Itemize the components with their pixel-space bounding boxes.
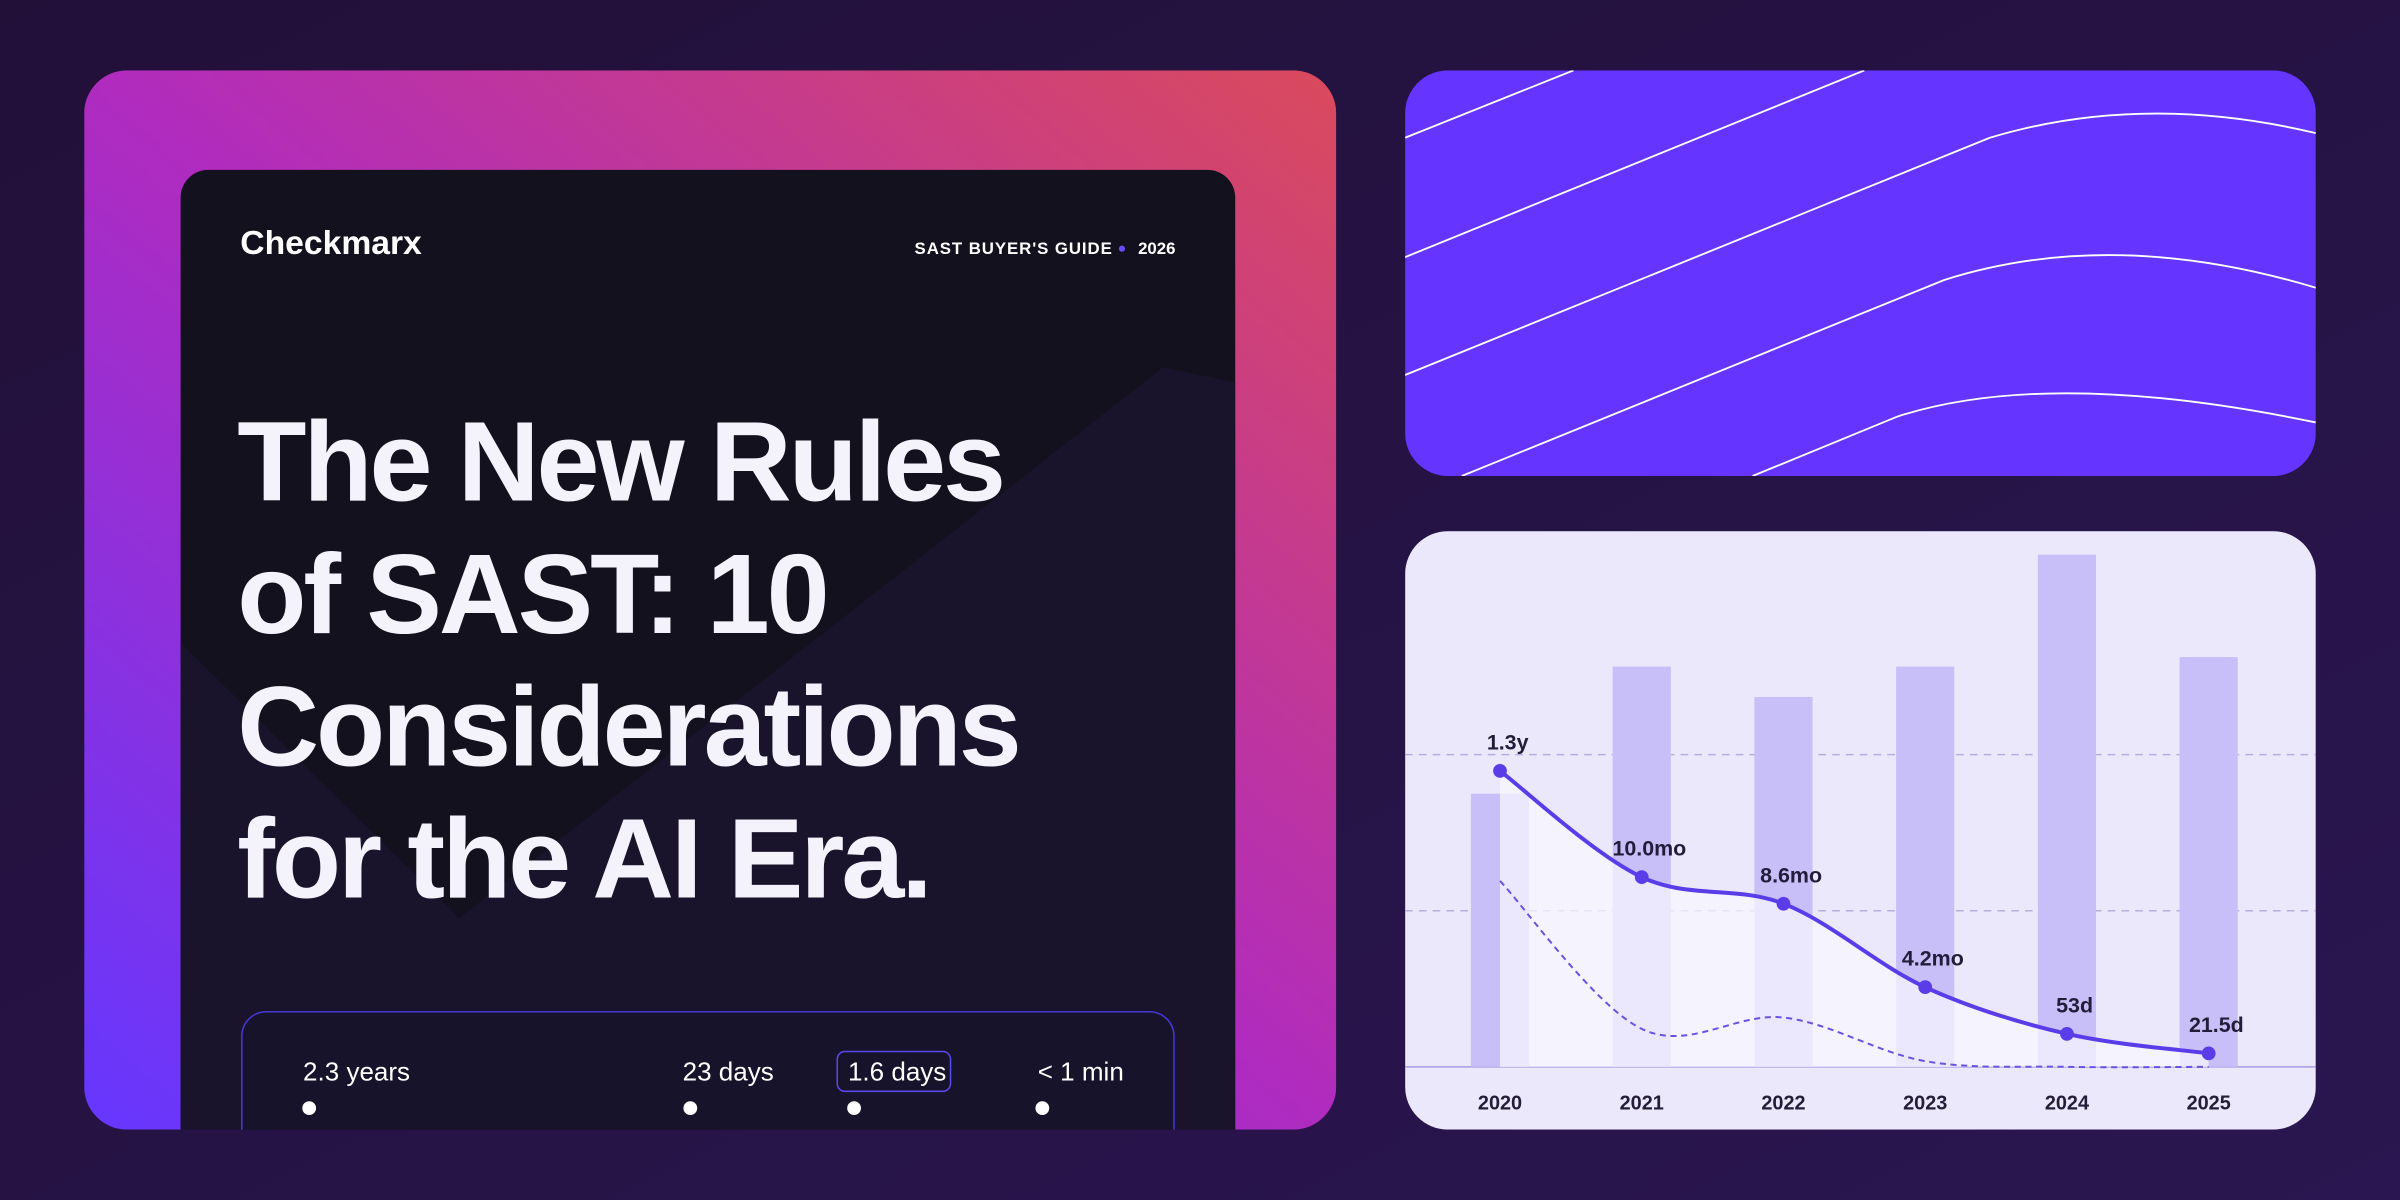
wave-lines [1405, 70, 2316, 477]
separator-dot [1118, 245, 1125, 252]
headline-line: of SAST: 10 [237, 531, 826, 658]
headline-line: Considerations [237, 663, 1018, 790]
guide-label: SAST BUYER'S GUIDE [915, 239, 1113, 258]
pattern-panel [1405, 70, 2316, 477]
x-tick-label: 2021 [1620, 1093, 1664, 1115]
cover-card: Checkmarx SAST BUYER'S GUIDE 2026 The Ne… [84, 70, 1337, 1130]
x-tick-label: 2020 [1478, 1093, 1522, 1115]
timeline-box [241, 1010, 1175, 1130]
chart: 1.3y 10.0mo 8.6mo 4.2mo 53d 21.5d 2020 2021 2022… [1405, 554, 2316, 1115]
line-point [1493, 764, 1507, 778]
data-label: 8.6mo [1760, 863, 1822, 887]
timeline-dot [847, 1101, 861, 1116]
wave [1405, 112, 2316, 376]
line-point [2060, 1026, 2074, 1041]
x-tick-label: 2024 [2045, 1093, 2089, 1115]
x-tick-label: 2022 [1761, 1093, 1805, 1115]
data-label: 53d [2056, 993, 2093, 1017]
line-point [1918, 980, 1933, 995]
timeline-label: 1.6 days [848, 1057, 946, 1087]
data-label: 4.2mo [1902, 947, 1964, 971]
timeline-label: < 1 min [1038, 1057, 1124, 1087]
line-point [1776, 896, 1791, 911]
timeline: 2.3 years 23 days 1.6 days < 1 min [302, 1057, 1124, 1116]
data-label: 1.3y [1487, 730, 1529, 754]
timeline-label: 2.3 years [303, 1057, 410, 1087]
guide-year: 2026 [1138, 239, 1175, 258]
headline-line: for the AI Era. [237, 796, 929, 923]
x-tick-label: 2025 [2187, 1093, 2231, 1115]
panel-bg [1405, 70, 2316, 477]
bar [2037, 554, 2097, 1067]
line [1499, 880, 2209, 1069]
data-label: 21.5d [2189, 1013, 2244, 1037]
headline-line: The New Rules [237, 399, 1003, 526]
line-point [1634, 870, 1649, 885]
x-tick-label: 2023 [1903, 1093, 1947, 1115]
wave [1752, 392, 2316, 477]
bar [2179, 657, 2238, 1067]
wave [1461, 254, 2316, 477]
timeline-dot [683, 1101, 698, 1116]
wave [1405, 70, 1574, 139]
timeline-dot [302, 1101, 317, 1116]
line-area [1500, 770, 2209, 1067]
wave [1405, 70, 1865, 258]
timeline-dot [1035, 1101, 1050, 1116]
timeline-label: 23 days [683, 1057, 774, 1087]
data-label: 10.0mo [1612, 837, 1686, 861]
chart-panel: 1.3y 10.0mo 8.6mo 4.2mo 53d 21.5d 2020 2021 2022… [1405, 531, 2316, 1130]
brand-logo: Checkmarx [240, 225, 422, 262]
decor-shape [180, 367, 1236, 1130]
line-point [2201, 1046, 2216, 1061]
timeline-highlight [836, 1050, 952, 1093]
